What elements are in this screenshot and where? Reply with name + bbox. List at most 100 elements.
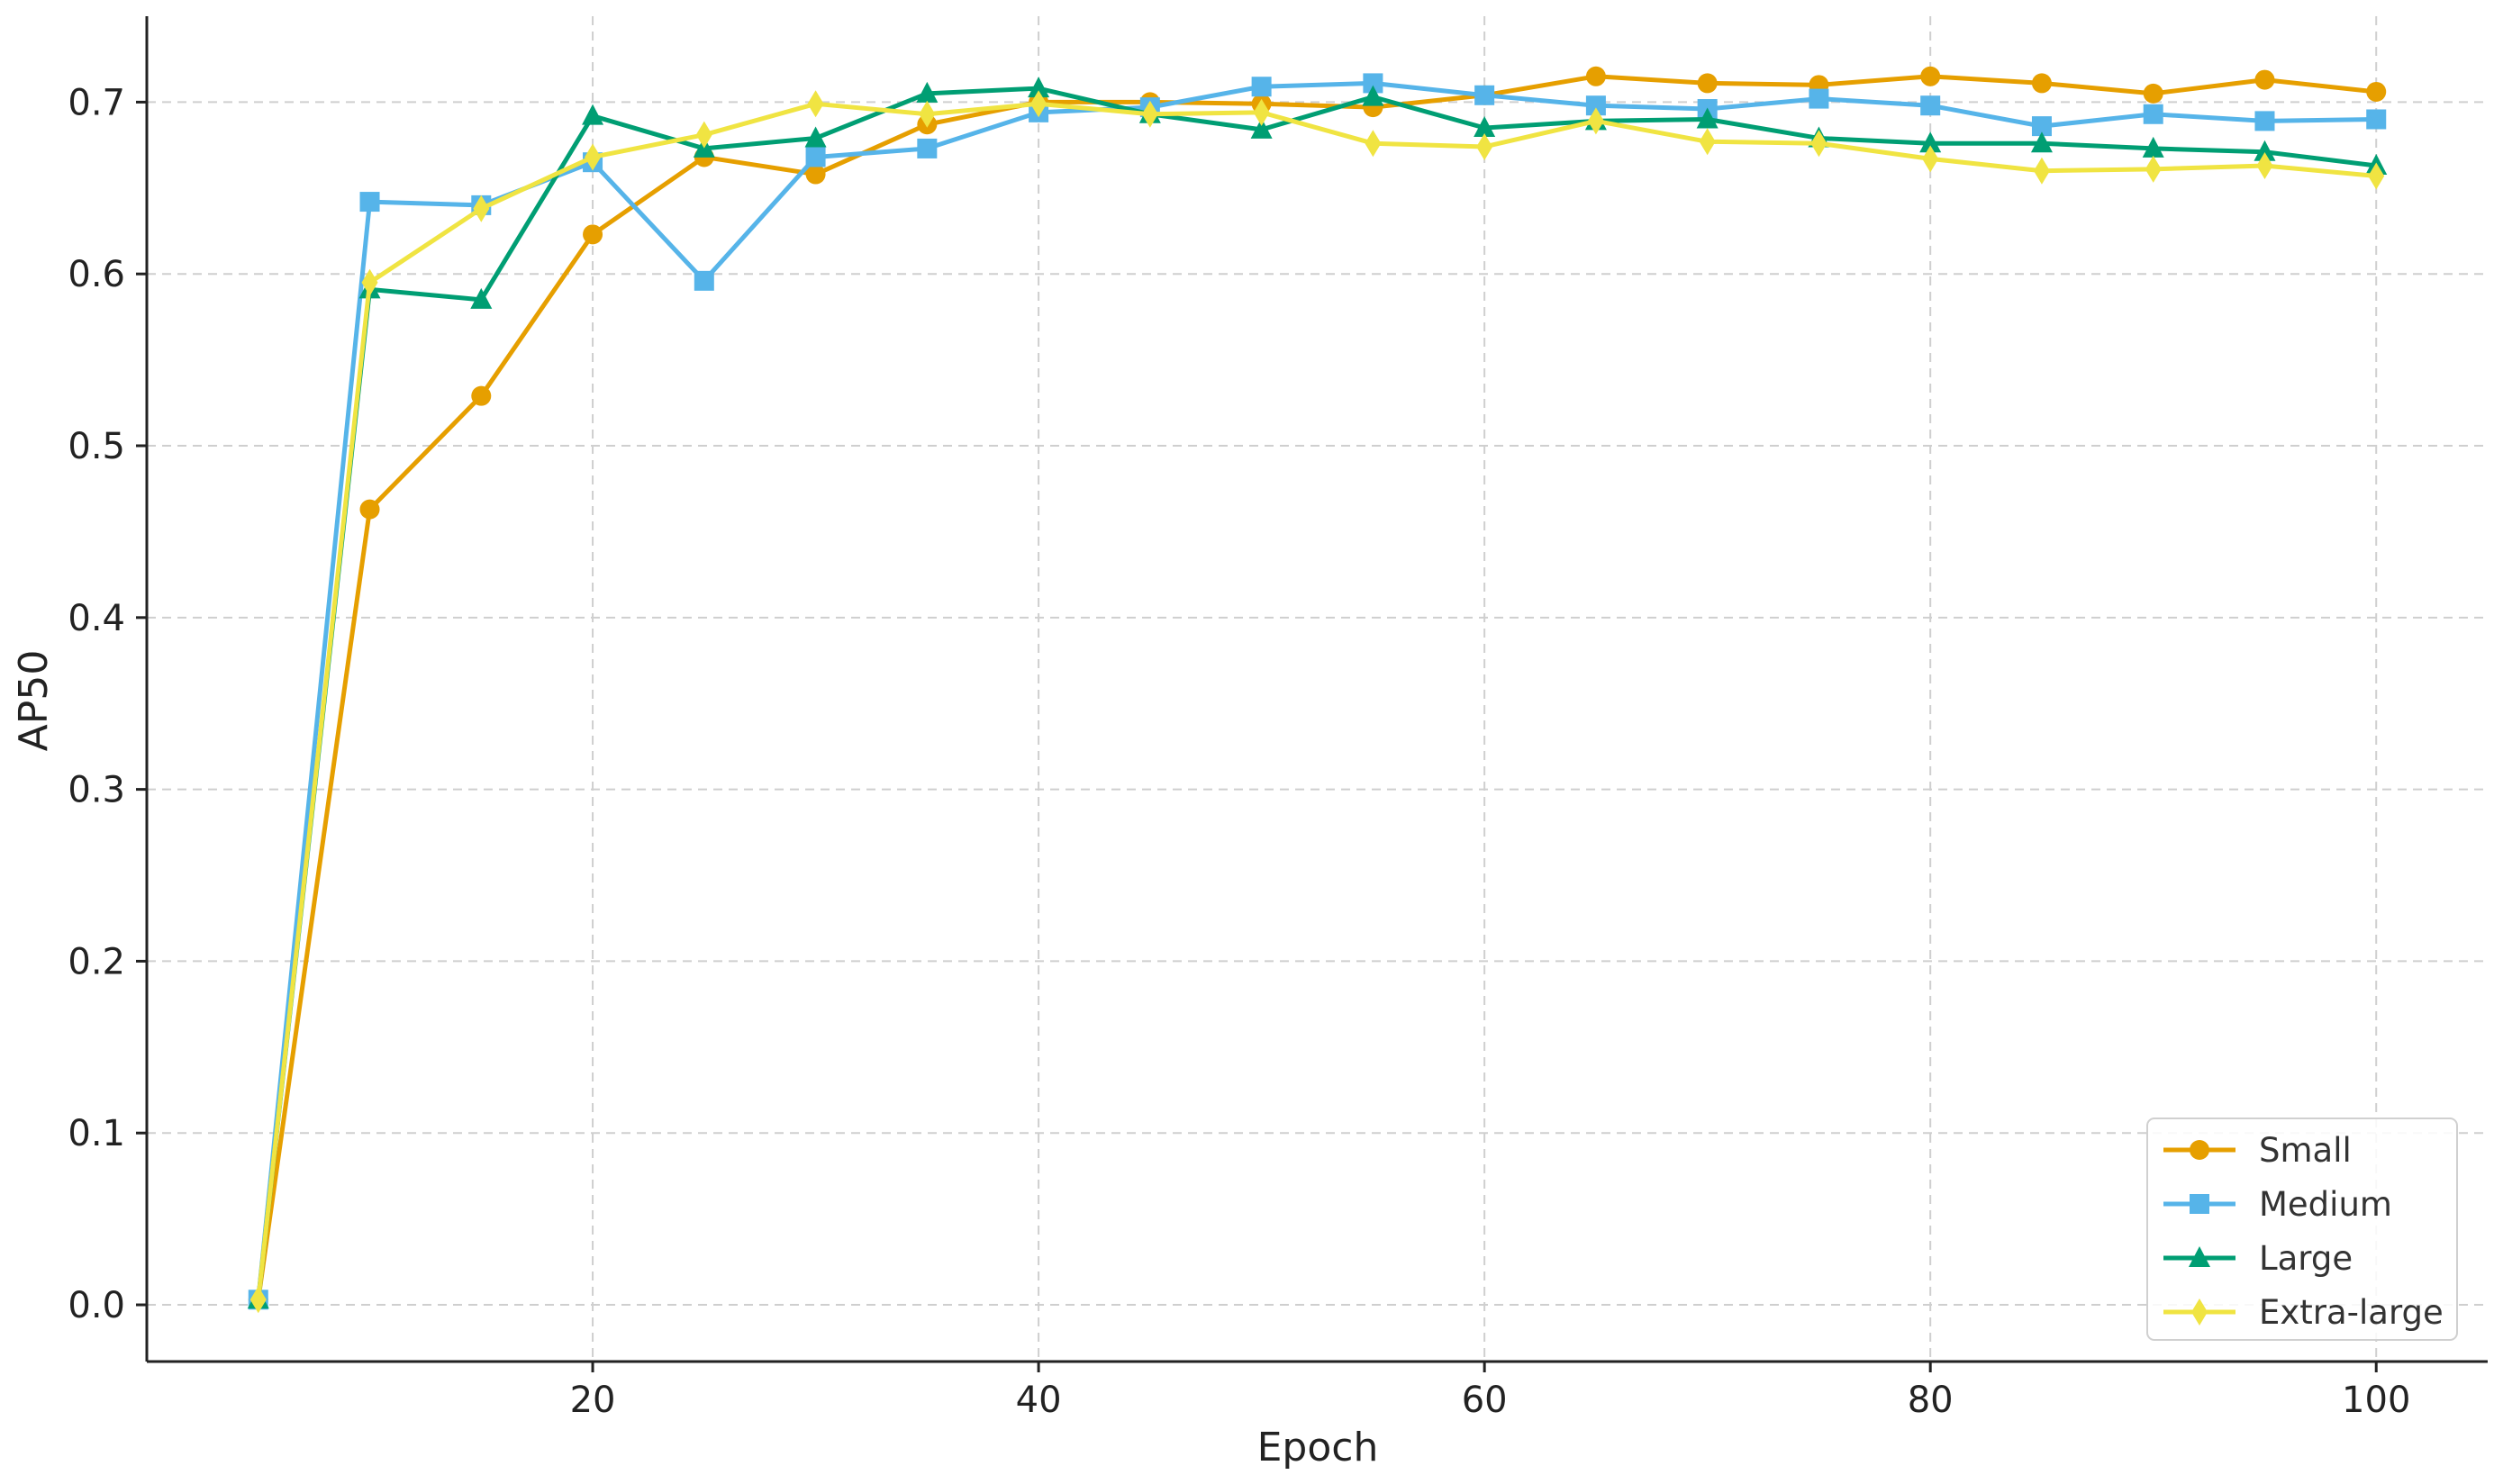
legend-item-large: Large <box>2163 1239 2353 1278</box>
data-point-extra-large <box>695 121 712 149</box>
legend-box <box>2146 1118 2458 1341</box>
legend-item-small: Small <box>2163 1131 2352 1170</box>
data-point-medium <box>2143 104 2163 124</box>
data-point-medium <box>2031 116 2052 137</box>
data-point-small <box>583 224 603 245</box>
x-tick-label: 80 <box>1908 1380 1954 1421</box>
data-point-medium <box>805 147 826 167</box>
data-point-extra-large <box>1922 145 1939 173</box>
y-tick-label: 0.3 <box>68 770 125 811</box>
data-point-extra-large <box>361 268 378 296</box>
legend-swatch-marker <box>2191 1298 2208 1326</box>
data-point-extra-large <box>585 143 602 171</box>
legend-label: Extra-large <box>2259 1293 2444 1332</box>
y-axis-label: AP50 <box>11 650 57 752</box>
data-point-large <box>1919 131 1942 153</box>
series-large <box>247 77 2388 1309</box>
y-tick-label: 0.5 <box>68 426 125 467</box>
data-point-medium <box>1474 85 1495 105</box>
series-layer <box>247 66 2388 1314</box>
data-point-large <box>2142 136 2164 158</box>
data-point-small <box>2031 73 2052 94</box>
data-point-large <box>2254 140 2276 161</box>
data-point-small <box>1920 66 1941 86</box>
data-point-medium <box>1585 95 1606 116</box>
x-tick-label: 20 <box>570 1380 616 1421</box>
data-point-medium <box>1809 88 1829 109</box>
data-point-small <box>1697 73 1718 94</box>
data-point-large <box>804 126 827 148</box>
data-point-large <box>916 81 939 103</box>
data-point-medium <box>1363 73 1383 94</box>
data-point-extra-large <box>1365 130 1382 158</box>
y-tick-label: 0.1 <box>68 1113 125 1154</box>
grid-layer <box>147 16 2488 1362</box>
data-point-small <box>2366 81 2387 102</box>
data-point-extra-large <box>2033 157 2050 185</box>
data-point-small <box>1585 66 1606 86</box>
legend-label: Large <box>2259 1239 2353 1278</box>
y-tick-label: 0.4 <box>68 598 125 639</box>
data-point-extra-large <box>1699 128 1716 156</box>
x-axis-label: Epoch <box>1257 1425 1379 1470</box>
series-medium <box>248 73 2387 1310</box>
data-point-extra-large <box>2368 162 2385 190</box>
legend: Small Medium Large Extra-large <box>2146 1118 2458 1341</box>
data-point-extra-large <box>1476 133 1493 161</box>
x-tick-label: 60 <box>1462 1380 1508 1421</box>
legend-swatch-marker <box>2190 1194 2209 1214</box>
series-line-medium <box>256 80 2377 1300</box>
data-point-extra-large <box>2145 155 2162 183</box>
data-point-extra-large <box>807 90 824 118</box>
data-point-large <box>1250 117 1273 139</box>
legend-swatch-marker <box>2190 1140 2209 1160</box>
data-point-medium <box>359 192 380 213</box>
legend-label: Small <box>2259 1131 2352 1170</box>
data-point-small <box>805 164 826 185</box>
legend-item-extra-large: Extra-large <box>2163 1293 2444 1332</box>
data-point-large <box>1696 107 1719 129</box>
data-point-large <box>1474 116 1496 138</box>
data-point-extra-large <box>2256 152 2273 179</box>
data-point-extra-large <box>1253 98 1270 126</box>
legend-item-medium: Medium <box>2163 1185 2392 1224</box>
data-point-medium <box>2366 109 2387 130</box>
legend-label: Medium <box>2259 1185 2392 1224</box>
data-point-medium <box>917 138 938 158</box>
legend-swatch-marker <box>2189 1246 2210 1267</box>
data-point-small <box>359 499 380 520</box>
data-point-extra-large <box>1141 100 1158 128</box>
x-tick-label: 100 <box>2342 1380 2410 1421</box>
data-point-small <box>2143 83 2163 104</box>
series-line-extra-large <box>256 101 2377 1300</box>
data-point-large <box>2030 131 2053 153</box>
data-point-extra-large <box>473 195 490 222</box>
series-small <box>248 66 2387 1310</box>
data-point-extra-large <box>919 100 936 128</box>
series-extra-large <box>249 90 2385 1314</box>
data-point-large <box>582 104 604 125</box>
data-point-large <box>1028 77 1050 98</box>
data-point-extra-large <box>249 1286 267 1314</box>
data-point-medium <box>1251 77 1272 97</box>
y-tick-label: 0.2 <box>68 941 125 982</box>
y-tick-label: 0.6 <box>68 254 125 295</box>
data-point-medium <box>2254 111 2275 131</box>
series-line-large <box>256 86 2377 1300</box>
data-point-extra-large <box>1810 130 1827 158</box>
y-tick-label: 0.7 <box>68 82 125 123</box>
series-line-small <box>256 74 2377 1300</box>
axes-layer <box>145 16 2488 1363</box>
ticks-layer: 20 40 60 80 100 0.0 0.1 0.2 0.3 0.4 0.5 0.6 0.7 <box>68 82 2410 1421</box>
data-point-large <box>470 287 493 309</box>
data-point-small <box>2254 69 2275 90</box>
data-point-large <box>1362 85 1384 106</box>
data-point-extra-large <box>1587 107 1604 135</box>
data-point-medium <box>1920 95 1941 116</box>
x-tick-label: 40 <box>1016 1380 1062 1421</box>
data-point-small <box>471 385 492 406</box>
y-tick-label: 0.0 <box>68 1285 125 1326</box>
data-point-medium <box>694 270 714 291</box>
